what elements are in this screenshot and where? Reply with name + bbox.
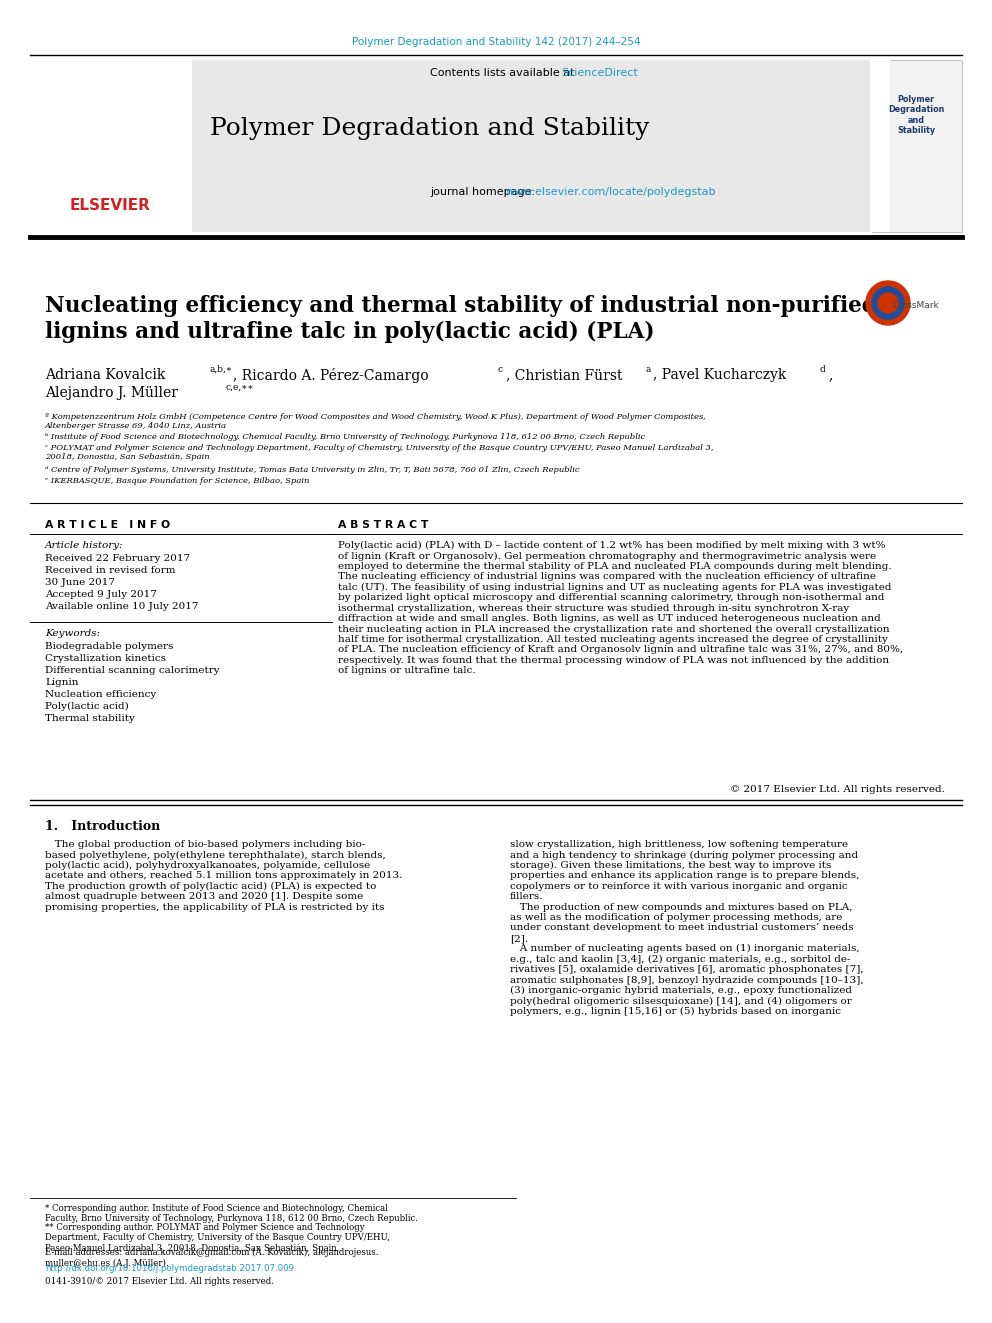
Text: ** Corresponding author. POLYMAT and Polymer Science and Technology
Department, : ** Corresponding author. POLYMAT and Pol… xyxy=(45,1222,390,1253)
FancyBboxPatch shape xyxy=(872,60,890,232)
Text: Polymer Degradation and Stability: Polymer Degradation and Stability xyxy=(210,116,650,139)
Text: , Pavel Kucharczyk: , Pavel Kucharczyk xyxy=(653,368,787,382)
Text: * Corresponding author. Institute of Food Science and Biotechnology, Chemical
Fa: * Corresponding author. Institute of Foo… xyxy=(45,1204,418,1224)
Text: Poly(lactic acid): Poly(lactic acid) xyxy=(45,703,129,712)
Text: Crystallization kinetics: Crystallization kinetics xyxy=(45,654,166,663)
Text: Differential scanning calorimetry: Differential scanning calorimetry xyxy=(45,665,219,675)
Text: a,b,∗: a,b,∗ xyxy=(210,365,233,374)
Text: ᶜ POLYMAT and Polymer Science and Technology Department, Faculty of Chemistry, U: ᶜ POLYMAT and Polymer Science and Techno… xyxy=(45,445,713,462)
FancyBboxPatch shape xyxy=(30,60,192,232)
Text: 0141-3910/© 2017 Elsevier Ltd. All rights reserved.: 0141-3910/© 2017 Elsevier Ltd. All right… xyxy=(45,1277,274,1286)
Circle shape xyxy=(866,280,910,325)
Text: ᵈ Centre of Polymer Systems, University Institute, Tomas Bata University in Zlin: ᵈ Centre of Polymer Systems, University … xyxy=(45,466,579,474)
Text: Received 22 February 2017: Received 22 February 2017 xyxy=(45,554,190,564)
Text: Contents lists available at: Contents lists available at xyxy=(430,67,578,78)
Circle shape xyxy=(878,292,898,314)
Text: Keywords:: Keywords: xyxy=(45,628,100,638)
Text: Lignin: Lignin xyxy=(45,677,78,687)
Text: ELSEVIER: ELSEVIER xyxy=(69,197,151,213)
Text: 30 June 2017: 30 June 2017 xyxy=(45,578,115,587)
Text: c: c xyxy=(498,365,503,374)
Text: http://dx.doi.org/10.1016/j.polymdegradstab.2017.07.009: http://dx.doi.org/10.1016/j.polymdegrads… xyxy=(45,1263,294,1273)
Text: journal homepage:: journal homepage: xyxy=(430,187,539,197)
Text: ᵉ IKERBASQUE, Basque Foundation for Science, Bilbao, Spain: ᵉ IKERBASQUE, Basque Foundation for Scie… xyxy=(45,478,310,486)
Text: ª Kompetenzzentrum Holz GmbH (Competence Centre for Wood Composites and Wood Che: ª Kompetenzzentrum Holz GmbH (Competence… xyxy=(45,413,706,430)
Text: Alejandro J. Müller: Alejandro J. Müller xyxy=(45,386,178,400)
Text: Available online 10 July 2017: Available online 10 July 2017 xyxy=(45,602,198,611)
Text: A R T I C L E   I N F O: A R T I C L E I N F O xyxy=(45,520,170,531)
Text: Polymer
Degradation
and
Stability: Polymer Degradation and Stability xyxy=(888,95,944,135)
Text: The global production of bio-based polymers including bio-
based polyethylene, p: The global production of bio-based polym… xyxy=(45,840,403,912)
Text: Accepted 9 July 2017: Accepted 9 July 2017 xyxy=(45,590,157,599)
Text: Polymer Degradation and Stability 142 (2017) 244–254: Polymer Degradation and Stability 142 (2… xyxy=(352,37,640,48)
FancyBboxPatch shape xyxy=(30,60,870,232)
Text: www.elsevier.com/locate/polydegstab: www.elsevier.com/locate/polydegstab xyxy=(506,187,716,197)
Text: Poly(lactic acid) (PLA) with D – lactide content of 1.2 wt% has been modified by: Poly(lactic acid) (PLA) with D – lactide… xyxy=(338,541,903,675)
Text: Biodegradable polymers: Biodegradable polymers xyxy=(45,642,174,651)
Text: , Christian Fürst: , Christian Fürst xyxy=(506,368,623,382)
Text: CrossMark: CrossMark xyxy=(893,302,939,311)
Text: ,: , xyxy=(828,368,832,382)
Text: ᵇ Institute of Food Science and Biotechnology, Chemical Faculty, Brno University: ᵇ Institute of Food Science and Biotechn… xyxy=(45,433,645,441)
Text: Nucleating efficiency and thermal stability of industrial non-purified
lignins a: Nucleating efficiency and thermal stabil… xyxy=(45,295,877,343)
Text: a: a xyxy=(645,365,651,374)
Text: Adriana Kovalcik: Adriana Kovalcik xyxy=(45,368,166,382)
Text: c,e,∗∗: c,e,∗∗ xyxy=(225,382,254,392)
Circle shape xyxy=(872,287,904,319)
Text: © 2017 Elsevier Ltd. All rights reserved.: © 2017 Elsevier Ltd. All rights reserved… xyxy=(730,785,945,794)
FancyBboxPatch shape xyxy=(872,60,962,232)
Text: Nucleation efficiency: Nucleation efficiency xyxy=(45,691,157,699)
Text: Thermal stability: Thermal stability xyxy=(45,714,135,722)
Text: E-mail addresses: adriana.kovalcik@gmail.com (A. Kovalcik), alejandrojesus.
mull: E-mail addresses: adriana.kovalcik@gmail… xyxy=(45,1248,379,1267)
Text: , Ricardo A. Pérez-Camargo: , Ricardo A. Pérez-Camargo xyxy=(233,368,429,382)
Text: A B S T R A C T: A B S T R A C T xyxy=(338,520,429,531)
Text: Received in revised form: Received in revised form xyxy=(45,566,176,576)
Text: ScienceDirect: ScienceDirect xyxy=(561,67,638,78)
Text: Article history:: Article history: xyxy=(45,541,124,550)
Text: slow crystallization, high brittleness, low softening temperature
and a high ten: slow crystallization, high brittleness, … xyxy=(510,840,864,1016)
Text: 1.   Introduction: 1. Introduction xyxy=(45,820,161,833)
Text: d: d xyxy=(820,365,825,374)
